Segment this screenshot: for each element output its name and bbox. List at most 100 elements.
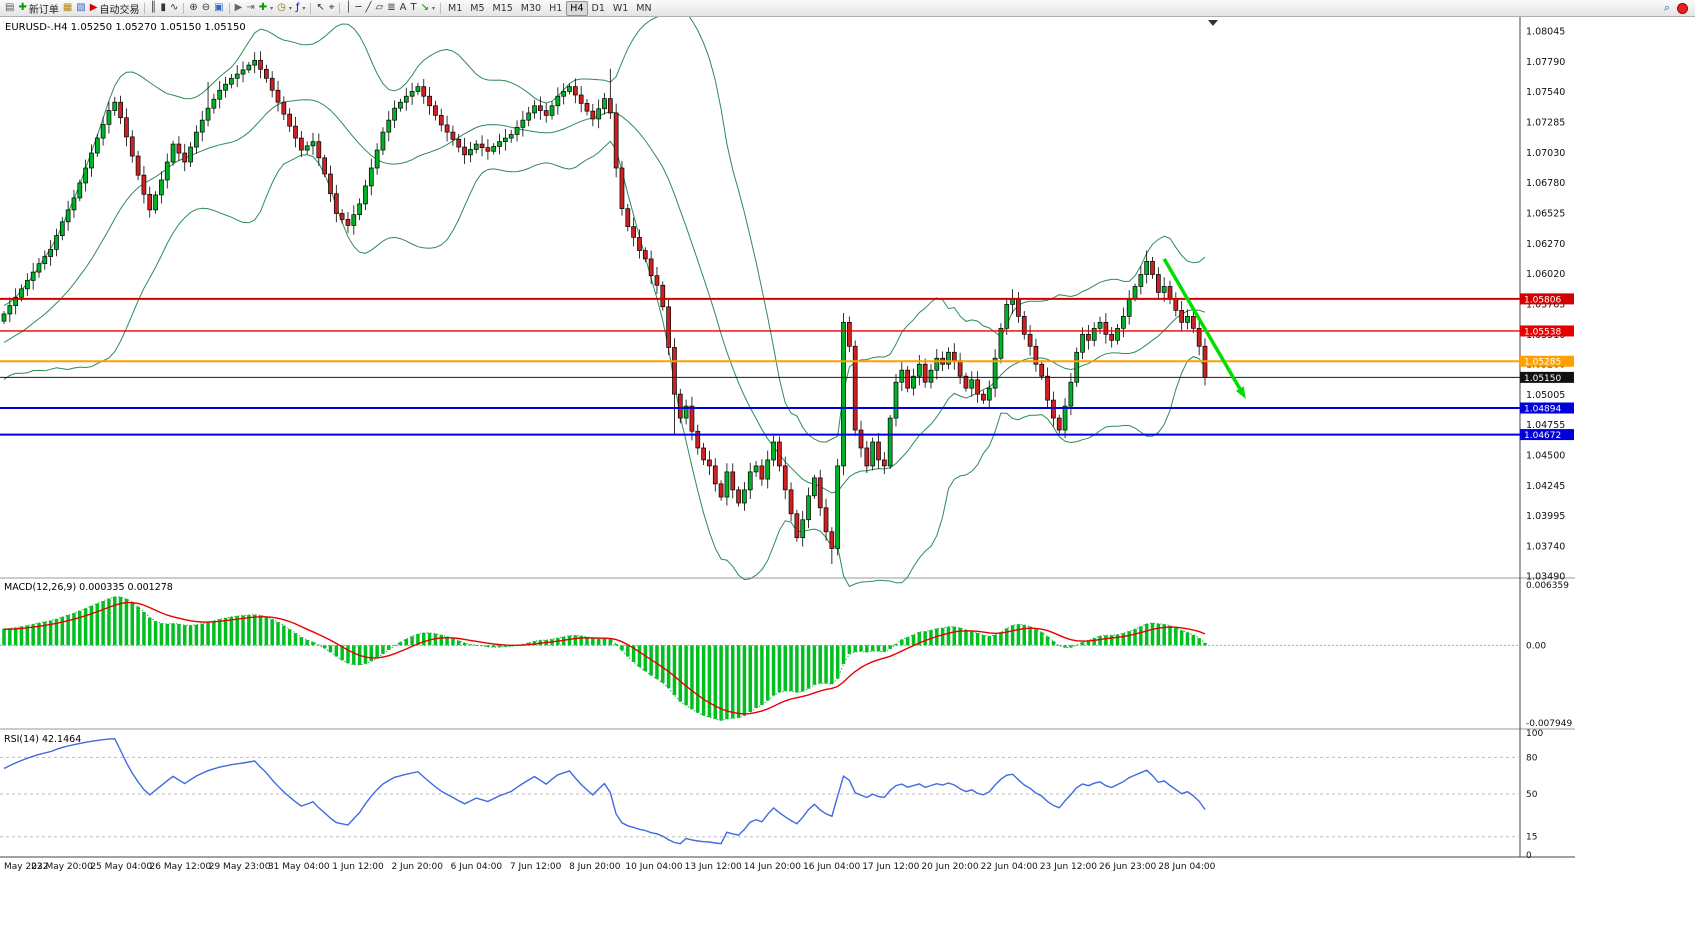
text-icon[interactable]: A — [398, 1, 409, 15]
timeframe-w1[interactable]: W1 — [612, 2, 629, 14]
svg-text:80: 80 — [1526, 753, 1538, 763]
timeframe-h4[interactable]: H4 — [566, 0, 588, 16]
line-chart-icon[interactable]: ∿ — [168, 1, 180, 15]
equidistant-channel-icon[interactable]: ▱ — [374, 1, 386, 15]
svg-text:2 Jun 20:00: 2 Jun 20:00 — [391, 862, 443, 872]
indicators-icon[interactable]: ƒ ▾ — [294, 1, 308, 15]
svg-text:16 Jun 04:00: 16 Jun 04:00 — [803, 862, 860, 872]
trendline-icon[interactable]: ╱ — [364, 1, 374, 15]
add-chart-icon[interactable]: ✚ ▾ — [257, 1, 275, 15]
period-clock-icon[interactable]: ◷ ▾ — [275, 1, 294, 15]
svg-text:25 May 04:00: 25 May 04:00 — [90, 862, 152, 872]
timeframe-d1[interactable]: D1 — [591, 2, 605, 14]
bar-chart-icon[interactable]: ║ — [148, 1, 158, 15]
macd-histogram — [2, 596, 1207, 721]
svg-text:50: 50 — [1526, 790, 1538, 800]
chart-shift-icon: ⇥ — [246, 2, 255, 13]
svg-text:14 Jun 20:00: 14 Jun 20:00 — [744, 862, 801, 872]
label-icon[interactable]: T — [408, 1, 418, 15]
new-order-button[interactable]: ✚ 新订单 — [16, 1, 60, 16]
arrows-icon: ↘ — [420, 2, 429, 13]
new-chart-icon[interactable]: ▤ — [3, 1, 16, 15]
label-icon: T — [410, 2, 417, 13]
svg-text:1.06020: 1.06020 — [1526, 269, 1565, 280]
svg-text:1.04894: 1.04894 — [1524, 405, 1561, 415]
vertical-line-icon[interactable]: │ — [343, 1, 353, 15]
svg-text:1.06525: 1.06525 — [1526, 208, 1565, 219]
chevron-down-icon: ▾ — [270, 4, 274, 12]
autotrade-button[interactable]: ▶ 自动交易 — [88, 1, 142, 16]
candlestick-chart-icon[interactable]: ▮ — [158, 1, 168, 15]
macd-signal-line — [3, 601, 1206, 715]
timeframe-m30[interactable]: M30 — [520, 2, 542, 14]
svg-text:1.03740: 1.03740 — [1526, 542, 1565, 553]
svg-text:1.07030: 1.07030 — [1526, 148, 1565, 159]
svg-text:22 Jun 04:00: 22 Jun 04:00 — [981, 862, 1038, 872]
trendline-icon: ╱ — [365, 2, 372, 13]
auto-scroll-icon[interactable]: ▶ — [233, 1, 245, 15]
svg-text:1.05538: 1.05538 — [1524, 327, 1561, 337]
price-axis: 1.08045 1.07790 1.07540 1.07285 1.07030 1.067… — [1526, 27, 1565, 583]
svg-text:28 Jun 04:00: 28 Jun 04:00 — [1158, 862, 1215, 872]
svg-text:1 Jun 12:00: 1 Jun 12:00 — [332, 862, 384, 872]
auto-scroll-icon: ▶ — [234, 2, 243, 13]
svg-text:26 Jun 23:00: 26 Jun 23:00 — [1099, 862, 1156, 872]
svg-text:May 2022: May 2022 — [4, 862, 48, 872]
macd-indicator-label: MACD(12,26,9) 0.000335 0.001278 — [4, 582, 173, 593]
arrows-icon[interactable]: ↘ ▾ — [419, 1, 437, 15]
toolbar-divider — [339, 2, 341, 14]
chevron-down-icon: ▾ — [431, 4, 435, 12]
timeframe-h1[interactable]: H1 — [549, 2, 563, 14]
svg-text:23 May 20:00: 23 May 20:00 — [31, 862, 93, 872]
chart-canvas[interactable]: 1.08045 1.07790 1.07540 1.07285 1.07030 1.067… — [0, 17, 1575, 877]
svg-text:1.06780: 1.06780 — [1526, 178, 1565, 189]
timeframe-mn[interactable]: MN — [636, 2, 652, 14]
navigator-icon: ▧ — [76, 2, 86, 13]
rsi-line — [3, 738, 1206, 845]
svg-text:1.07285: 1.07285 — [1526, 117, 1565, 128]
svg-text:10 Jun 04:00: 10 Jun 04:00 — [625, 862, 682, 872]
chart-shift-marker — [1208, 20, 1218, 26]
svg-text:1.04500: 1.04500 — [1526, 451, 1565, 462]
svg-text:6 Jun 04:00: 6 Jun 04:00 — [451, 862, 503, 872]
toolbar-divider — [183, 2, 185, 14]
crosshair-icon[interactable]: ⌖ — [327, 1, 337, 15]
svg-text:1.07540: 1.07540 — [1526, 87, 1565, 98]
chart-shift-icon[interactable]: ⇥ — [244, 1, 256, 15]
svg-text:23 Jun 12:00: 23 Jun 12:00 — [1040, 862, 1097, 872]
cursor-icon[interactable]: ↖ — [314, 1, 326, 15]
chevron-down-icon: ▾ — [288, 4, 292, 12]
svg-text:31 May 04:00: 31 May 04:00 — [268, 862, 330, 872]
fibonacci-icon[interactable]: ≣ — [385, 1, 397, 15]
svg-text:26 May 12:00: 26 May 12:00 — [150, 862, 212, 872]
notification-badge[interactable] — [1677, 2, 1688, 14]
text-icon: A — [399, 2, 407, 13]
new-chart-icon: ▤ — [5, 2, 15, 13]
candles — [1, 51, 1208, 565]
svg-text:1.07790: 1.07790 — [1526, 57, 1565, 68]
svg-text:1.03490: 1.03490 — [1526, 572, 1565, 583]
toolbar-divider — [310, 2, 312, 14]
timeframe-m15[interactable]: M15 — [492, 2, 513, 14]
cursor-icon: ↖ — [316, 2, 325, 13]
horizontal-lines: 1.05806 1.05538 1.05285 1.04894 1.04672 1.051… — [0, 293, 1574, 441]
new-order-button: ✚ — [18, 2, 27, 13]
horizontal-line-icon[interactable]: ─ — [353, 1, 363, 15]
main-toolbar: ▤ ✚ 新订单 ▦ ▧ ▶ 自动交易 ║ ▮ ∿ ⊕ ⊖ ▣ ▶ ⇥ ✚ ▾ ◷ ▾ ƒ ▾ ↖ ⌖ │ ─ ╱ ▱ ≣ A T ↘ ▾ M1… — [0, 0, 1695, 17]
svg-text:0.00: 0.00 — [1526, 641, 1546, 651]
zoom-out-icon[interactable]: ⊖ — [200, 1, 212, 15]
navigator-icon[interactable]: ▧ — [74, 1, 87, 15]
autotrade-button: ▶ — [89, 2, 98, 13]
svg-text:1.03995: 1.03995 — [1526, 511, 1565, 522]
market-watch-icon[interactable]: ▦ — [61, 1, 74, 15]
zoom-in-icon[interactable]: ⊕ — [187, 1, 199, 15]
search-icon[interactable]: ⌕ — [1663, 1, 1670, 14]
tile-windows-icon[interactable]: ▣ — [212, 1, 225, 15]
timeframe-m5[interactable]: M5 — [470, 2, 485, 14]
svg-text:1.08045: 1.08045 — [1526, 27, 1565, 38]
add-chart-icon: ✚ — [258, 2, 268, 13]
svg-text:1.05150: 1.05150 — [1524, 374, 1561, 384]
candlestick-chart-icon: ▮ — [160, 2, 166, 13]
timeframe-m1[interactable]: M1 — [448, 2, 463, 14]
vertical-line-icon: │ — [345, 2, 352, 13]
